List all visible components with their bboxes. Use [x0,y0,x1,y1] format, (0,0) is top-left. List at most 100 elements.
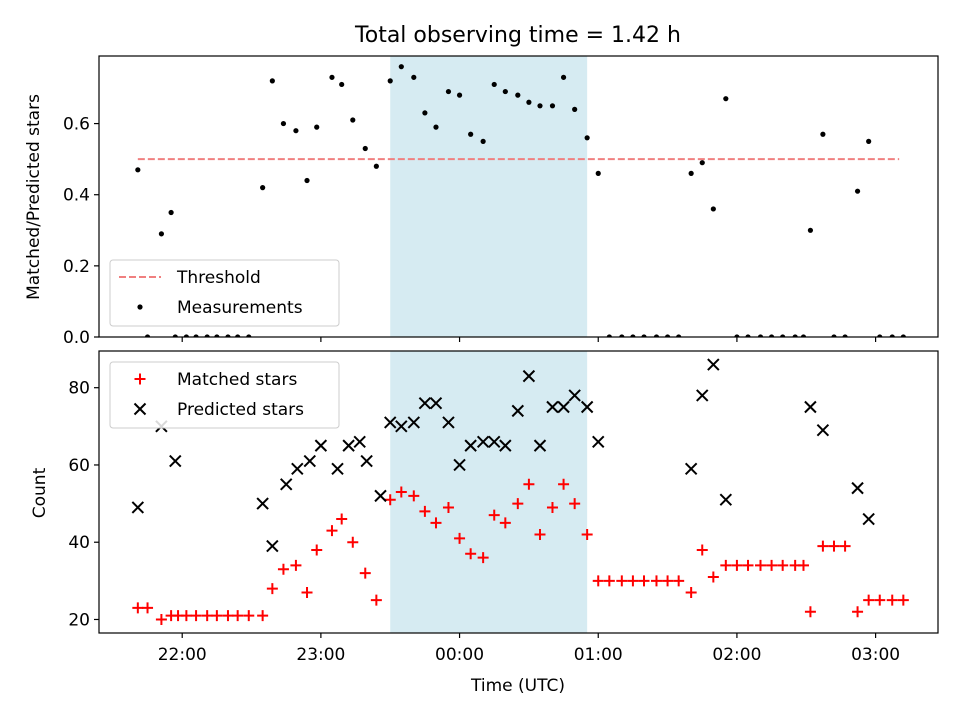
series-0-point-36 [534,528,546,540]
series-0-point-13 [269,78,275,84]
series-1-point-26 [522,369,536,383]
series-0-point-11 [246,334,252,337]
series-0-point-11 [243,610,255,622]
series-0-point-55 [757,334,764,337]
y-tick-label: 0.2 [63,257,90,277]
series-0-point-27 [433,124,439,130]
series-0-point-41 [592,575,604,587]
series-0-point-30 [468,131,474,137]
series-0-point-56 [766,559,778,571]
series-0-point-65 [863,594,875,606]
series-0-point-40 [581,528,593,540]
y-tick-label: 0.4 [63,186,90,206]
series-0-point-24 [395,486,407,498]
series-0-point-51 [710,206,716,212]
y-tick-label: 0.6 [63,115,90,135]
series-0-point-9 [222,610,234,622]
series-0-point-5 [180,610,192,622]
series-1-point-0 [131,501,145,514]
series-1-point-37 [804,400,817,414]
series-1-point-5 [280,478,293,491]
series-0-point-46 [650,575,662,587]
series-0-point-64 [854,188,861,194]
y-tick-label: 80 [68,379,90,399]
series-1-point-28 [546,400,559,414]
series-0-point-31 [480,138,486,144]
series-0-point-31 [477,552,489,564]
series-0-point-34 [515,92,521,98]
series-0-point-10 [232,610,244,622]
series-0-point-51 [707,571,719,583]
series-0-point-68 [900,334,906,337]
series-0-point-60 [804,606,816,618]
series-0-point-6 [193,334,199,337]
series-0-point-46 [653,334,660,337]
x-tick-label: 02:00 [712,645,761,665]
legend-measurements-swatch [137,304,143,310]
axes-frame [98,55,939,338]
x-tick-label: 22:00 [158,645,207,665]
series-1-point-14 [384,416,397,429]
series-1-point-24 [499,439,512,452]
series-0-point-33 [502,88,508,95]
series-0-point-18 [329,74,335,80]
axes-frame [98,350,939,634]
series-0-point-25 [411,74,417,80]
series-0-point-68 [897,594,909,606]
series-0-point-48 [673,575,685,587]
legend-box [109,259,340,327]
series-0-point-45 [641,334,647,337]
series-0-point-5 [183,334,189,337]
series-1-point-17 [418,396,432,410]
y-tick-label: 20 [68,610,90,630]
series-0-point-18 [326,525,338,537]
series-0-point-32 [491,81,497,88]
chart-title: Total observing time = 1.42 h [354,23,681,48]
series-0-point-49 [688,170,694,176]
series-0-point-17 [314,124,320,130]
series-1-point-8 [314,439,328,452]
series-0-point-22 [370,594,382,606]
series-0-point-9 [225,334,231,337]
series-0-point-57 [777,559,789,571]
series-1-point-16 [407,416,421,429]
series-0-point-6 [190,610,202,622]
series-0-point-38 [560,74,567,80]
series-0-point-44 [627,575,639,587]
series-1-point-13 [374,489,387,503]
series-0-point-59 [797,559,809,571]
series-1-point-30 [568,389,581,402]
series-0-point-16 [301,586,313,598]
series-0-point-37 [549,103,556,109]
series-0-point-26 [422,110,428,116]
legend: Matched stars Predicted stars [109,361,340,429]
series-0-point-67 [889,334,895,337]
legend-measurements-label: Measurements [177,298,303,318]
series-0-point-2 [158,231,165,237]
series-0-point-23 [387,78,393,84]
series-0-point-28 [442,501,454,513]
series-0-point-30 [465,548,477,560]
series-1-point-32 [592,435,605,448]
series-1-point-23 [488,435,501,448]
series-0-point-39 [569,498,581,510]
series-0-point-20 [350,117,356,123]
series-0-point-61 [817,540,829,552]
series-0-point-55 [754,559,766,571]
series-0-point-52 [723,96,729,102]
x-tick-label: 01:00 [574,645,623,665]
count-panel: Count Time (UTC) 20 40 60 80 22:00 23:00 00:00… [30,350,939,696]
series-0-point-63 [839,540,851,552]
y-tick-label: 40 [68,533,90,553]
series-0-point-20 [347,536,359,548]
series-0-point-27 [430,517,442,529]
series-0-point-65 [866,138,872,144]
series-0-point-38 [558,478,570,490]
series-0-point-2 [155,613,167,625]
series-1-point-35 [707,358,720,371]
series-0-point-53 [734,334,740,337]
series-0-point-56 [768,334,775,337]
series-0-point-40 [584,135,590,141]
series-0-point-49 [685,586,697,598]
series-1-point-19 [442,416,455,429]
